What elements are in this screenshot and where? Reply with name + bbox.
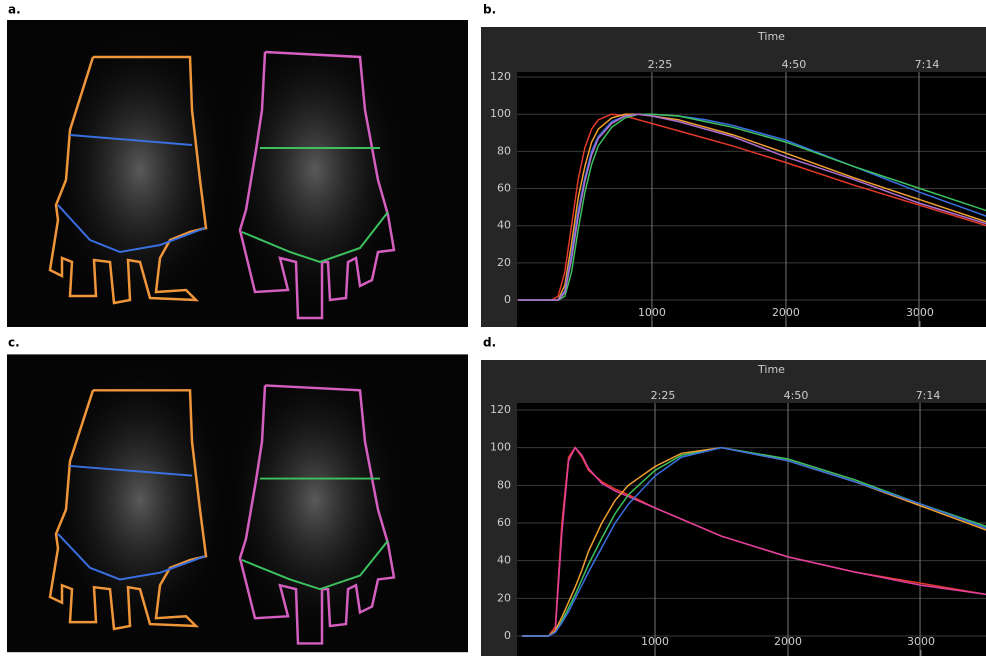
series-line [517, 113, 986, 301]
x2-axis-label: Time [757, 30, 785, 43]
y-tick-label: 80 [497, 478, 511, 491]
x2-tick-label: 2:25 [648, 58, 673, 71]
y-tick-label: 100 [490, 441, 511, 454]
series-line [517, 113, 986, 301]
foot-image [5, 353, 470, 654]
plot-area [517, 72, 986, 327]
y-tick-label: 60 [497, 516, 511, 529]
series-line [522, 446, 986, 637]
series-line [517, 113, 986, 301]
panel-label: c. [8, 336, 20, 350]
y-tick-label: 20 [497, 256, 511, 269]
y-tick-label: 100 [490, 107, 511, 120]
x2-tick-label: 4:50 [782, 58, 807, 71]
panel-label: a. [8, 3, 21, 17]
y-tick-label: 40 [497, 554, 511, 567]
panel-label: d. [483, 336, 496, 350]
x-tick-label: 3000 [906, 306, 934, 319]
x2-tick-label: 2:25 [651, 389, 676, 402]
y-tick-label: 0 [504, 629, 511, 642]
y-tick-label: 40 [497, 219, 511, 232]
plot-area [517, 403, 986, 656]
series-line [522, 446, 986, 637]
series-line [522, 446, 986, 637]
y-tick-label: 0 [504, 293, 511, 306]
series-line [517, 113, 986, 301]
foot-image [7, 20, 468, 327]
y-tick-label: 120 [490, 70, 511, 83]
y-tick-label: 20 [497, 591, 511, 604]
x-tick-label: 3000 [907, 635, 935, 648]
y-tick-label: 120 [490, 403, 511, 416]
y-tick-label: 80 [497, 144, 511, 157]
x2-tick-label: 7:14 [915, 58, 940, 71]
y-tick-label: 60 [497, 182, 511, 195]
x2-axis-label: Time [757, 363, 785, 376]
panel-label: b. [483, 3, 496, 17]
x2-tick-label: 7:14 [916, 389, 941, 402]
x2-tick-label: 4:50 [784, 389, 809, 402]
